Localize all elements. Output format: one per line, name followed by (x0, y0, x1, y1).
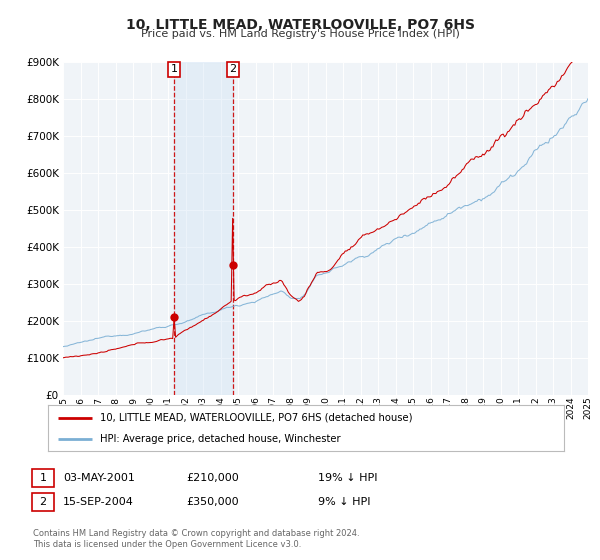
Text: 2: 2 (40, 497, 46, 507)
Text: 10, LITTLE MEAD, WATERLOOVILLE, PO7 6HS (detached house): 10, LITTLE MEAD, WATERLOOVILLE, PO7 6HS … (100, 413, 412, 423)
Text: 15-SEP-2004: 15-SEP-2004 (63, 497, 134, 507)
Text: 1: 1 (170, 64, 178, 74)
Text: 03-MAY-2001: 03-MAY-2001 (63, 473, 135, 483)
Text: Contains HM Land Registry data © Crown copyright and database right 2024.
This d: Contains HM Land Registry data © Crown c… (33, 529, 359, 549)
Text: 2: 2 (229, 64, 236, 74)
Text: 19% ↓ HPI: 19% ↓ HPI (318, 473, 377, 483)
Text: 9% ↓ HPI: 9% ↓ HPI (318, 497, 371, 507)
Text: 10, LITTLE MEAD, WATERLOOVILLE, PO7 6HS: 10, LITTLE MEAD, WATERLOOVILLE, PO7 6HS (125, 18, 475, 32)
Text: £350,000: £350,000 (186, 497, 239, 507)
Text: HPI: Average price, detached house, Winchester: HPI: Average price, detached house, Winc… (100, 435, 340, 444)
Text: £210,000: £210,000 (186, 473, 239, 483)
Bar (174, 62, 233, 395)
Text: Price paid vs. HM Land Registry's House Price Index (HPI): Price paid vs. HM Land Registry's House … (140, 29, 460, 39)
Text: 1: 1 (40, 473, 46, 483)
